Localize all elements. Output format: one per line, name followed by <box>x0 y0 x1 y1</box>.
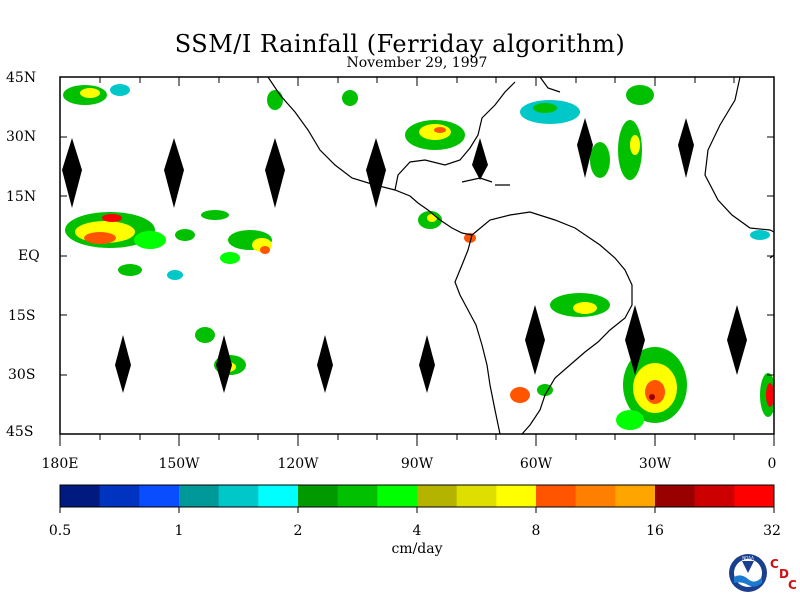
colorbar-tick-label: 32 <box>763 523 781 539</box>
lat-label: 45S <box>6 424 34 440</box>
diamond-marker <box>678 118 694 178</box>
rain-us-east <box>267 90 465 150</box>
colorbar-swatch <box>694 485 735 507</box>
axis-ticks <box>59 76 775 446</box>
colorbar-swatch <box>496 485 537 507</box>
lon-label: 150W <box>158 456 200 472</box>
noaa-logo-icon: NOAA <box>729 554 767 592</box>
lon-label: 120W <box>277 456 319 472</box>
lat-label: EQ <box>18 248 40 264</box>
rain-north-pacific <box>63 84 130 105</box>
colorbar-units: cm/day <box>391 541 443 557</box>
lat-label: 30N <box>6 129 37 145</box>
diamond-marker <box>366 138 386 208</box>
lon-label: 90W <box>400 456 434 472</box>
colorbar-tick-label: 4 <box>412 523 422 539</box>
colorbar-swatch <box>734 485 775 507</box>
colorbar-swatch <box>575 485 616 507</box>
colorbar-swatch <box>456 485 497 507</box>
colorbar-swatch <box>655 485 696 507</box>
lat-label: 45N <box>6 70 37 86</box>
cdc-letter: D <box>779 567 789 581</box>
lon-label: 30W <box>638 456 672 472</box>
lon-label: 60W <box>519 456 553 472</box>
map-subtitle: November 29, 1997 <box>346 55 488 71</box>
diamond-marker <box>472 138 488 180</box>
colorbar-tick-label: 8 <box>531 523 541 539</box>
diamond-marker <box>265 138 285 208</box>
rain-south-atlantic <box>616 347 687 430</box>
rain-mid-atlantic <box>520 85 654 180</box>
diamond-marker <box>164 138 184 208</box>
cdc-letter: C <box>770 557 779 571</box>
colorbar-swatch <box>377 485 418 507</box>
coast-south-america <box>454 211 633 434</box>
rain-south-america <box>510 293 610 403</box>
colorbar-swatch <box>298 485 339 507</box>
map-title: SSM/I Rainfall (Ferriday algorithm) <box>174 30 626 58</box>
diamond-marker <box>216 335 232 393</box>
colorbar-swatch <box>139 485 180 507</box>
colorbar-swatch <box>60 485 101 507</box>
lon-label: 180E <box>41 456 79 472</box>
diamond-marker <box>625 305 645 375</box>
colorbar-tick-label: 16 <box>646 523 664 539</box>
colorbar-swatch <box>99 485 140 507</box>
lat-label: 15N <box>6 189 37 205</box>
coast-greenland <box>539 77 561 93</box>
rain-east-atlantic <box>750 230 774 417</box>
colorbar-swatch <box>258 485 299 507</box>
colorbar-swatch <box>417 485 458 507</box>
lat-label: 30S <box>8 367 36 383</box>
colorbar-swatch <box>218 485 259 507</box>
rain-patches <box>63 84 774 430</box>
colorbar-swatch <box>337 485 378 507</box>
lat-label: 15S <box>8 308 36 324</box>
diamond-marker <box>317 335 333 393</box>
diamond-marker <box>577 118 593 178</box>
coast-north-america <box>267 77 516 236</box>
diamond-marker <box>727 305 747 375</box>
colorbar-swatch <box>615 485 656 507</box>
colorbar-tick-label: 1 <box>174 523 184 539</box>
colorbar-swatch <box>536 485 577 507</box>
diamond-marker <box>62 138 82 208</box>
rain-itcz-west <box>65 210 272 264</box>
diamond-marker <box>419 335 435 393</box>
diamond-marker <box>525 305 545 375</box>
svg-text:NOAA: NOAA <box>742 556 754 561</box>
colorbar-tick-label: 2 <box>293 523 303 539</box>
lon-label: 0 <box>767 456 777 472</box>
colorbar-swatch <box>179 485 220 507</box>
diamond-marker <box>115 335 131 393</box>
colorbar-tick-label: 0.5 <box>48 523 72 539</box>
diamond-markers <box>62 118 747 393</box>
cdc-letter: C <box>788 578 797 592</box>
coastlines <box>267 77 774 434</box>
colorbar <box>59 484 775 513</box>
